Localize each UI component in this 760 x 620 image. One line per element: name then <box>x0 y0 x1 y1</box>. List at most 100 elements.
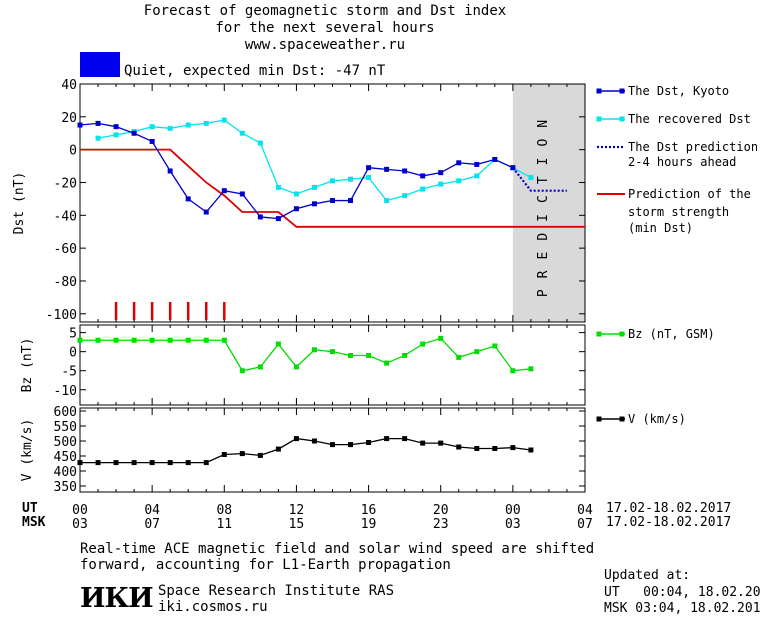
dst-kyoto-point <box>438 170 444 176</box>
speed-point <box>275 446 281 452</box>
msk-tick-label: 07 <box>144 517 160 532</box>
y-tick-label: -40 <box>54 209 77 224</box>
legend-dst-kyoto: The Dst, Kyoto <box>628 84 730 98</box>
status-color-box <box>80 52 120 77</box>
ut-tick-label: 00 <box>72 503 88 518</box>
recovered-dst-point <box>167 125 173 131</box>
legend-strength-line2: storm strength <box>628 205 730 219</box>
dst-kyoto-point <box>113 124 119 130</box>
y-axis-label: V (km/s) <box>20 419 35 482</box>
dst-kyoto-point <box>131 130 137 136</box>
bz-point <box>402 352 408 358</box>
legend-prediction-line2: 2-4 hours ahead <box>628 155 737 169</box>
bz-point <box>239 368 245 374</box>
y-tick-label: 5 <box>69 327 77 342</box>
chart-title-line2: for the next several hours <box>215 20 435 36</box>
dst-kyoto-point <box>149 138 155 144</box>
speed-line <box>80 437 531 464</box>
dst-kyoto-point <box>239 191 245 197</box>
speed-point <box>456 444 462 450</box>
recovered-dst-point <box>456 178 462 184</box>
speed-legend-marker <box>596 416 602 422</box>
dst-kyoto-legend-marker <box>596 88 602 94</box>
speed-point <box>185 460 191 466</box>
institute-site[interactable]: iki.cosmos.ru <box>158 599 268 615</box>
dst-kyoto-point <box>384 166 390 172</box>
speed-point <box>95 460 101 466</box>
bz-point <box>311 347 317 353</box>
speed-point <box>293 436 299 442</box>
dst-kyoto-point <box>203 209 209 215</box>
recovered-dst-point <box>239 130 245 136</box>
speed-point <box>311 438 317 444</box>
y-axis-label: Dst (nT) <box>12 172 27 235</box>
legend-prediction-line1: The Dst prediction <box>628 140 759 154</box>
footer-note-line1: Real-time ACE magnetic field and solar w… <box>80 541 595 557</box>
recovered-dst-point <box>221 117 227 123</box>
legend-strength-line3: (min Dst) <box>628 221 694 235</box>
recovered-dst-legend-marker <box>619 116 625 122</box>
dst-kyoto-point <box>366 165 372 171</box>
speed-point <box>492 446 498 451</box>
speed-point <box>257 452 263 458</box>
prediction-band <box>512 84 585 322</box>
dst-kyoto-line <box>79 122 514 220</box>
bz-legend-marker <box>596 331 602 337</box>
speed-point <box>330 442 335 448</box>
ut-tick-label: 04 <box>144 503 160 518</box>
bz-point <box>492 343 498 349</box>
dst-kyoto-point <box>167 168 173 174</box>
msk-tick-label: 19 <box>361 517 377 532</box>
updated-label: Updated at: <box>604 568 691 583</box>
speed-point <box>113 460 119 466</box>
msk-tick-label: 03 <box>505 517 521 532</box>
msk-label: MSK <box>22 515 46 530</box>
legend-v: V (km/s) <box>628 412 686 426</box>
y-tick-label: 500 <box>54 435 77 450</box>
dst-kyoto-point <box>474 161 480 167</box>
y-tick-label: 450 <box>54 450 77 465</box>
dst-kyoto-point <box>420 173 426 179</box>
panel-frame-2 <box>79 407 586 493</box>
y-tick-label: 400 <box>54 465 77 480</box>
recovered-dst-point <box>474 173 480 179</box>
bz-point <box>293 364 299 370</box>
bz-point <box>456 354 462 360</box>
msk-tick-label: 11 <box>216 517 232 532</box>
bz-point <box>438 335 444 341</box>
y-tick-label: 20 <box>61 111 77 126</box>
bz-point <box>167 337 173 343</box>
dst-kyoto-point <box>456 160 462 166</box>
ut-tick-label: 12 <box>289 503 305 518</box>
recovered-dst-point <box>293 191 299 197</box>
speed-point <box>167 460 173 466</box>
speed-point <box>384 436 390 442</box>
recovered-dst-point <box>438 181 444 187</box>
msk-date-range: 17.02-18.02.2017 <box>606 515 732 530</box>
y-tick-label: -60 <box>54 242 77 257</box>
msk-tick-label: 23 <box>433 517 449 532</box>
ut-date-range: 17.02-18.02.2017 <box>606 501 732 516</box>
recovered-dst-point <box>257 140 263 146</box>
recovered-dst-point <box>348 176 354 182</box>
dst-kyoto-point <box>185 196 191 202</box>
dst-kyoto-legend-marker <box>619 88 625 94</box>
chart-title-line1: Forecast of geomagnetic storm and Dst in… <box>143 3 507 19</box>
speed-legend-marker <box>619 416 625 422</box>
speed-point <box>510 445 516 451</box>
dst-kyoto-point <box>221 188 227 194</box>
iki-logo: ИКИ <box>80 583 154 614</box>
y-tick-label: 550 <box>54 420 77 435</box>
legend-strength-line1: Prediction of the <box>628 187 751 201</box>
bz-point <box>203 337 209 343</box>
speed-point <box>221 452 227 457</box>
y-tick-label: 0 <box>69 144 77 159</box>
speed-point <box>131 460 137 466</box>
recovered-dst-point <box>113 132 119 138</box>
recovered-dst-point <box>528 175 534 181</box>
y-tick-label: 600 <box>54 405 77 420</box>
speed-point <box>474 446 480 451</box>
dst-kyoto-point <box>330 198 335 204</box>
speed-point <box>77 460 83 466</box>
bz-point <box>131 337 137 343</box>
